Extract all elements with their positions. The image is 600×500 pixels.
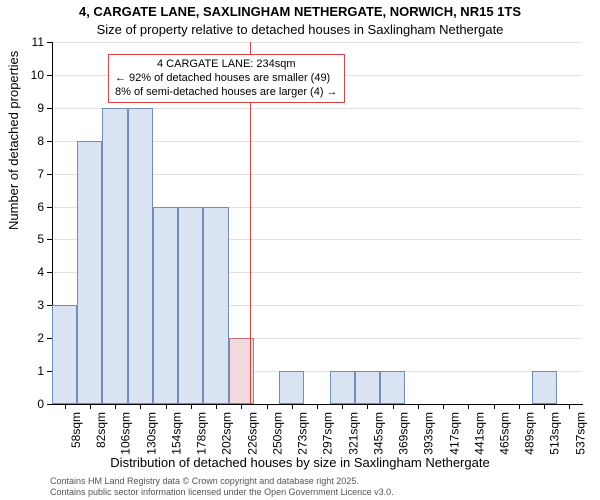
bar (52, 305, 77, 404)
attribution-line: Contains HM Land Registry data © Crown c… (50, 476, 590, 487)
x-tick (317, 404, 318, 409)
x-tick (342, 404, 343, 409)
grid-line (52, 42, 582, 43)
x-tick-label: 130sqm (144, 412, 158, 455)
y-tick (47, 174, 52, 175)
x-tick (494, 404, 495, 409)
x-tick-label: 345sqm (371, 412, 385, 455)
x-tick (140, 404, 141, 409)
x-tick (216, 404, 217, 409)
y-tick-label: 4 (0, 265, 44, 279)
x-tick (367, 404, 368, 409)
y-tick-label: 6 (0, 200, 44, 214)
x-tick (393, 404, 394, 409)
x-tick-label: 202sqm (220, 412, 234, 455)
y-tick-label: 5 (0, 232, 44, 246)
x-tick (519, 404, 520, 409)
x-tick-label: 465sqm (498, 412, 512, 455)
y-tick (47, 75, 52, 76)
x-tick-label: 297sqm (321, 412, 335, 455)
x-tick-label: 178sqm (195, 412, 209, 455)
bar (102, 108, 127, 404)
x-tick (166, 404, 167, 409)
y-tick-label: 8 (0, 134, 44, 148)
attribution-line: Contains public sector information licen… (50, 487, 590, 498)
annotation-line: 4 CARGATE LANE: 234sqm (115, 58, 338, 72)
x-tick (443, 404, 444, 409)
bar (178, 207, 203, 404)
x-tick-label: 154sqm (170, 412, 184, 455)
x-tick-label: 250sqm (271, 412, 285, 455)
x-tick-label: 226sqm (245, 412, 259, 455)
x-tick (65, 404, 66, 409)
bar (77, 141, 102, 404)
y-tick-label: 3 (0, 298, 44, 312)
y-tick-label: 2 (0, 331, 44, 345)
x-tick (90, 404, 91, 409)
y-tick (47, 42, 52, 43)
x-tick-label: 369sqm (397, 412, 411, 455)
y-tick-label: 7 (0, 167, 44, 181)
bar (380, 371, 405, 404)
x-tick (468, 404, 469, 409)
bar (532, 371, 557, 404)
x-tick (418, 404, 419, 409)
x-tick-label: 393sqm (422, 412, 436, 455)
x-tick-label: 417sqm (447, 412, 461, 455)
y-tick-label: 0 (0, 397, 44, 411)
x-axis-label: Distribution of detached houses by size … (0, 455, 600, 470)
x-tick (267, 404, 268, 409)
y-tick-label: 10 (0, 68, 44, 82)
x-tick (544, 404, 545, 409)
attribution-text: Contains HM Land Registry data © Crown c… (50, 476, 590, 499)
x-tick-label: 321sqm (346, 412, 360, 455)
x-tick-label: 441sqm (472, 412, 486, 455)
annotation-line: 8% of semi-detached houses are larger (4… (115, 86, 338, 100)
annotation-box: 4 CARGATE LANE: 234sqm← 92% of detached … (108, 54, 345, 103)
x-tick (569, 404, 570, 409)
y-tick (47, 272, 52, 273)
x-tick-label: 273sqm (296, 412, 310, 455)
y-tick (47, 207, 52, 208)
x-tick-label: 489sqm (523, 412, 537, 455)
bar (279, 371, 304, 404)
property-size-histogram: 4, CARGATE LANE, SAXLINGHAM NETHERGATE, … (0, 0, 600, 500)
x-tick-label: 58sqm (69, 412, 83, 448)
y-tick-label: 1 (0, 364, 44, 378)
bar (203, 207, 228, 404)
y-tick-label: 11 (0, 35, 44, 49)
annotation-line: ← 92% of detached houses are smaller (49… (115, 72, 338, 86)
y-tick-label: 9 (0, 101, 44, 115)
x-tick (292, 404, 293, 409)
y-tick (47, 239, 52, 240)
y-tick (47, 141, 52, 142)
bar (330, 371, 355, 404)
chart-subtitle: Size of property relative to detached ho… (0, 22, 600, 37)
bar (128, 108, 153, 404)
x-tick-label: 537sqm (573, 412, 587, 455)
y-tick (47, 404, 52, 405)
bar (153, 207, 178, 404)
x-tick (191, 404, 192, 409)
x-tick (241, 404, 242, 409)
chart-title: 4, CARGATE LANE, SAXLINGHAM NETHERGATE, … (0, 4, 600, 19)
bar (355, 371, 380, 404)
x-tick-label: 513sqm (548, 412, 562, 455)
x-tick (115, 404, 116, 409)
x-tick-label: 82sqm (94, 412, 108, 448)
x-tick-label: 106sqm (119, 412, 133, 455)
y-tick (47, 108, 52, 109)
